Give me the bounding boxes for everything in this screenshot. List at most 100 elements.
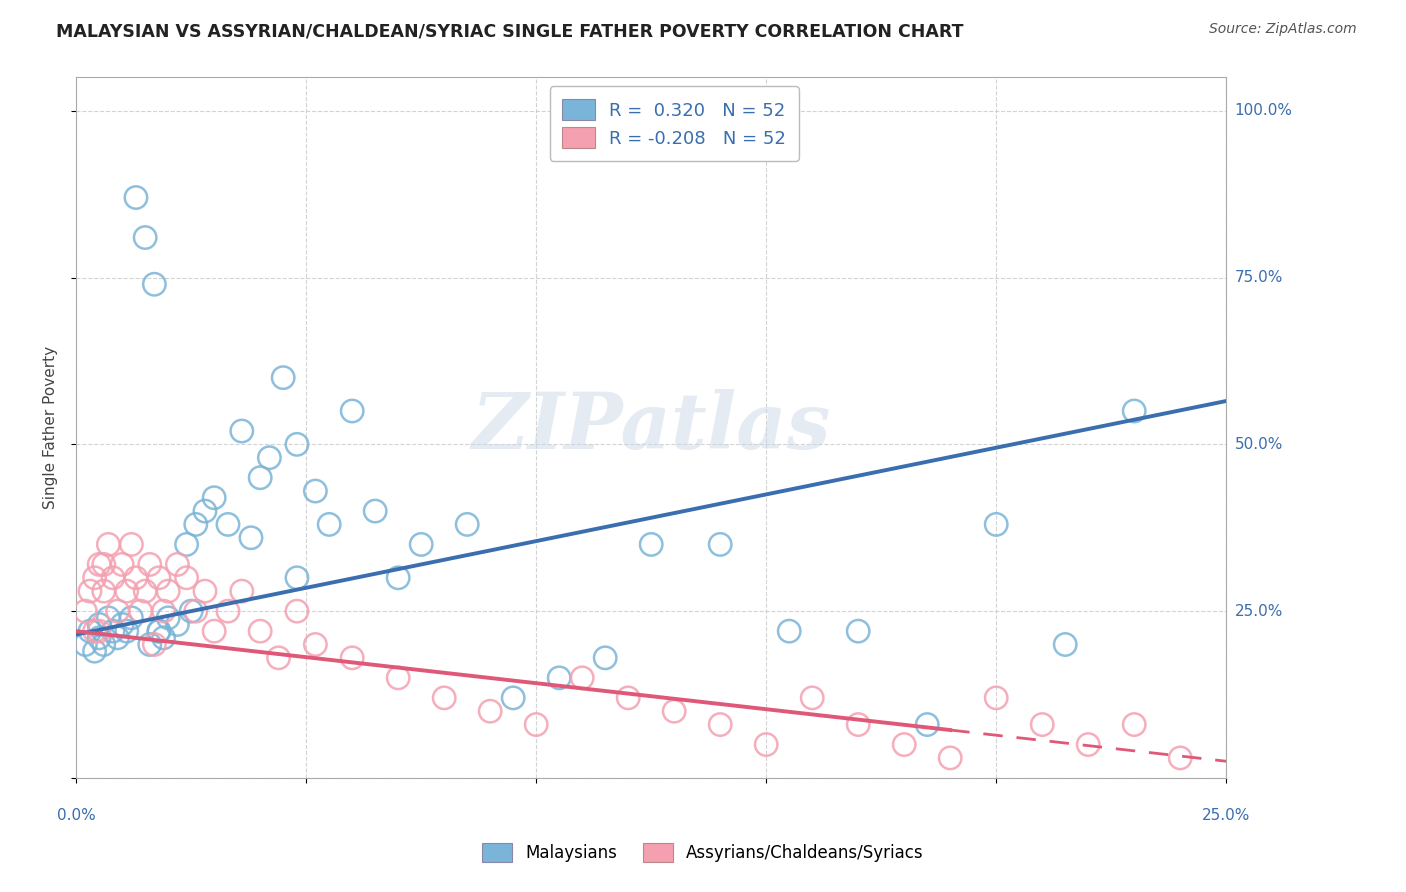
Point: [1054, 638, 1077, 652]
Point: [709, 537, 731, 551]
Point: [846, 624, 869, 639]
Point: [986, 690, 1008, 705]
Point: [411, 537, 433, 551]
Point: [97, 611, 120, 625]
Point: [364, 504, 387, 518]
Point: [846, 717, 869, 731]
Point: [1123, 717, 1146, 731]
Point: [83, 624, 105, 639]
Point: [139, 638, 162, 652]
Text: 100.0%: 100.0%: [1234, 103, 1292, 119]
Point: [79, 624, 101, 639]
Point: [152, 631, 174, 645]
Point: [387, 571, 409, 585]
Point: [664, 704, 686, 718]
Point: [202, 624, 225, 639]
Point: [83, 644, 105, 658]
Point: [79, 584, 101, 599]
Point: [176, 537, 198, 551]
Point: [194, 504, 217, 518]
Point: [249, 471, 271, 485]
Point: [593, 650, 616, 665]
Point: [125, 571, 148, 585]
Text: 0.0%: 0.0%: [56, 808, 96, 823]
Text: 50.0%: 50.0%: [1234, 437, 1282, 452]
Point: [340, 404, 363, 418]
Point: [111, 617, 134, 632]
Point: [801, 690, 824, 705]
Point: [93, 584, 115, 599]
Point: [285, 437, 308, 451]
Point: [97, 537, 120, 551]
Point: [893, 738, 915, 752]
Point: [267, 650, 290, 665]
Point: [1077, 738, 1099, 752]
Point: [107, 631, 129, 645]
Point: [107, 604, 129, 618]
Point: [176, 571, 198, 585]
Point: [259, 450, 281, 465]
Point: [340, 650, 363, 665]
Point: [249, 624, 271, 639]
Text: 25.0%: 25.0%: [1202, 808, 1250, 823]
Point: [115, 624, 138, 639]
Point: [75, 638, 97, 652]
Text: 25.0%: 25.0%: [1234, 604, 1282, 619]
Point: [755, 738, 778, 752]
Point: [1168, 751, 1191, 765]
Point: [304, 484, 326, 499]
Point: [709, 717, 731, 731]
Point: [524, 717, 547, 731]
Point: [271, 370, 294, 384]
Text: 75.0%: 75.0%: [1234, 270, 1282, 285]
Point: [148, 624, 170, 639]
Point: [479, 704, 502, 718]
Point: [75, 604, 97, 618]
Point: [184, 604, 207, 618]
Point: [304, 638, 326, 652]
Point: [617, 690, 640, 705]
Point: [89, 624, 111, 639]
Point: [1031, 717, 1053, 731]
Point: [89, 558, 111, 572]
Point: [89, 631, 111, 645]
Text: ZIPatlas: ZIPatlas: [471, 390, 831, 466]
Point: [166, 617, 188, 632]
Point: [101, 571, 124, 585]
Point: [101, 624, 124, 639]
Point: [180, 604, 202, 618]
Y-axis label: Single Father Poverty: Single Father Poverty: [44, 346, 58, 509]
Point: [202, 491, 225, 505]
Point: [285, 604, 308, 618]
Point: [231, 424, 253, 438]
Point: [915, 717, 938, 731]
Point: [93, 558, 115, 572]
Point: [148, 624, 170, 639]
Legend: Malaysians, Assyrians/Chaldeans/Syriacs: Malaysians, Assyrians/Chaldeans/Syriacs: [474, 834, 932, 871]
Point: [148, 571, 170, 585]
Point: [548, 671, 571, 685]
Point: [217, 517, 239, 532]
Point: [387, 671, 409, 685]
Point: [318, 517, 340, 532]
Legend: R =  0.320   N = 52, R = -0.208   N = 52: R = 0.320 N = 52, R = -0.208 N = 52: [550, 87, 799, 161]
Point: [986, 517, 1008, 532]
Point: [157, 584, 180, 599]
Point: [502, 690, 524, 705]
Point: [571, 671, 593, 685]
Point: [433, 690, 456, 705]
Point: [83, 571, 105, 585]
Point: [89, 617, 111, 632]
Point: [120, 537, 142, 551]
Point: [143, 277, 166, 292]
Point: [184, 517, 207, 532]
Point: [93, 638, 115, 652]
Point: [134, 584, 156, 599]
Point: [640, 537, 662, 551]
Point: [152, 604, 174, 618]
Point: [134, 230, 156, 244]
Point: [231, 584, 253, 599]
Point: [120, 611, 142, 625]
Point: [285, 571, 308, 585]
Point: [157, 611, 180, 625]
